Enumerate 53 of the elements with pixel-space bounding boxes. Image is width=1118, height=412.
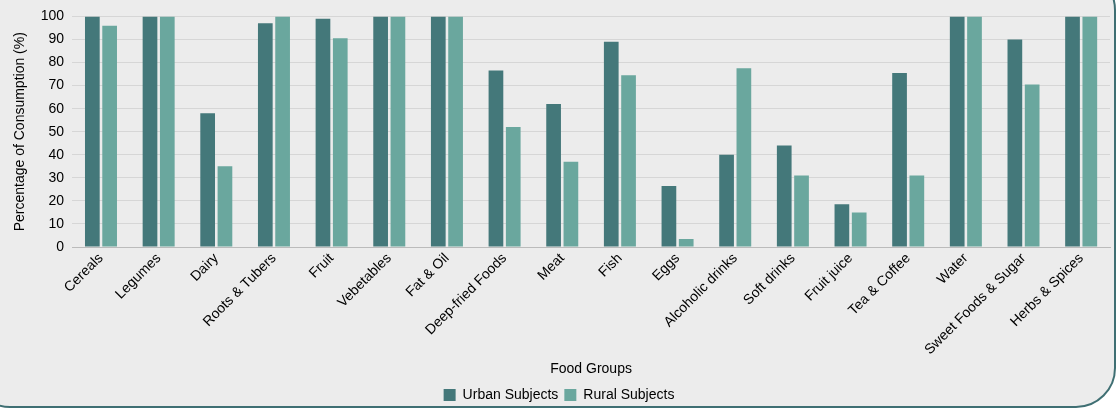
- y-tick-label: 20: [48, 191, 65, 208]
- bar: [1065, 16, 1080, 247]
- bar: [488, 70, 504, 247]
- bar: [505, 127, 521, 247]
- bar: [563, 161, 579, 247]
- bar: [275, 16, 290, 247]
- bar: [776, 145, 792, 247]
- bar: [909, 175, 925, 247]
- bar: [102, 25, 117, 247]
- bar: [257, 23, 273, 247]
- bar: [621, 75, 636, 247]
- bar: [967, 16, 982, 247]
- bar: [719, 154, 734, 247]
- bar: [315, 18, 331, 247]
- legend-label: Rural Subjects: [583, 385, 675, 402]
- y-tick-label: 90: [48, 30, 65, 47]
- y-tick-label: 60: [48, 99, 65, 116]
- bar: [603, 41, 619, 247]
- bar: [661, 185, 677, 247]
- bar: [736, 68, 752, 247]
- legend-label: Urban Subjects: [462, 385, 559, 402]
- bar: [794, 175, 809, 247]
- bar: [142, 16, 158, 247]
- bar: [159, 16, 175, 247]
- y-tick-label: 80: [48, 53, 65, 70]
- x-axis-title: Food Groups: [550, 360, 632, 377]
- bar: [546, 104, 561, 247]
- y-tick-label: 100: [40, 7, 65, 24]
- y-tick-label: 30: [48, 168, 65, 185]
- x-tick-label: Fat & Oil: [401, 249, 452, 300]
- bar: [834, 204, 850, 247]
- bar: [200, 113, 216, 247]
- y-tick-label: 70: [48, 76, 65, 93]
- y-tick-label: 10: [48, 214, 65, 231]
- y-tick-label: 0: [56, 237, 65, 254]
- bar: [892, 72, 907, 247]
- bar: [390, 16, 406, 247]
- bar: [949, 16, 965, 247]
- y-axis-title: Percentage of Consumption (%): [11, 32, 28, 232]
- bar: [1082, 16, 1098, 247]
- bar: [373, 16, 388, 247]
- y-tick-label: 40: [48, 145, 65, 162]
- x-tick-label: Fish: [594, 249, 625, 280]
- bar: [84, 16, 100, 247]
- bar: [851, 212, 867, 247]
- y-tick-label: 50: [48, 122, 65, 139]
- bar: [430, 16, 446, 247]
- bar: [1007, 39, 1023, 247]
- bar: [448, 16, 463, 247]
- bar: [217, 166, 233, 247]
- bar: [678, 238, 694, 247]
- bar: [332, 38, 348, 247]
- bar: [1024, 84, 1040, 247]
